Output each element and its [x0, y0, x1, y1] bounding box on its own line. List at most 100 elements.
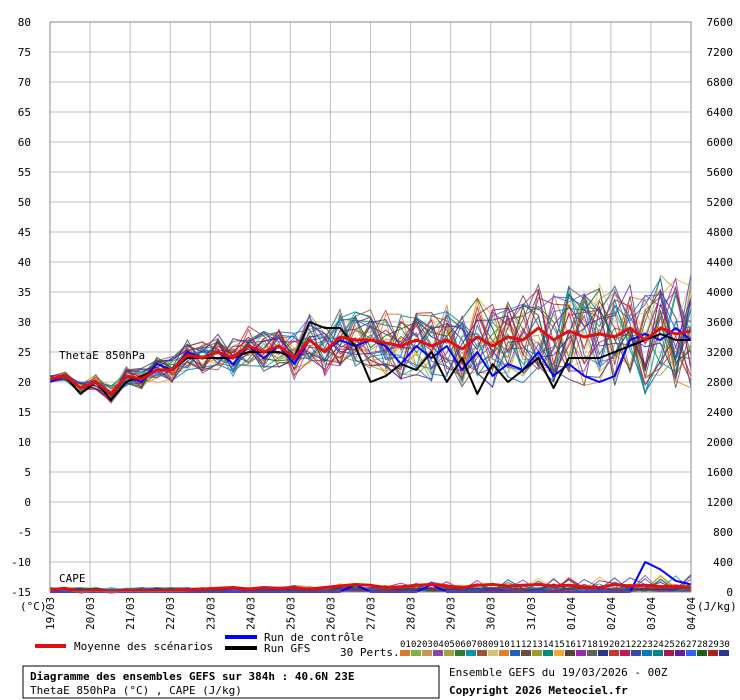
left-tick-label: 30: [18, 316, 31, 329]
pert-legend-number: 13: [532, 640, 543, 650]
x-tick-label: 30/03: [485, 597, 498, 630]
pert-legend-number: 16: [565, 640, 576, 650]
pert-legend-number: 24: [653, 640, 664, 650]
left-tick-label: 65: [18, 106, 31, 119]
x-tick-label: 04/04: [685, 597, 698, 630]
left-tick-label: 20: [18, 376, 31, 389]
pert-legend-number: 22: [631, 640, 642, 650]
left-tick-label: 15: [18, 406, 31, 419]
pert-legend-swatch: [708, 650, 718, 656]
pert-legend-swatch: [719, 650, 729, 656]
thetae-annotation: ThetaE 850hPa: [59, 349, 145, 362]
footer-ensemble: Ensemble GEFS du 19/03/2026 - 00Z: [449, 666, 668, 679]
pert-legend-swatch: [433, 650, 443, 656]
x-tick-label: 26/03: [324, 597, 337, 630]
left-tick-label: -5: [18, 526, 31, 539]
pert-legend-swatch: [444, 650, 454, 656]
right-tick-label: 400: [713, 556, 733, 569]
pert-legend-swatch: [400, 650, 410, 656]
left-tick-label: 50: [18, 196, 31, 209]
x-tick-label: 22/03: [164, 597, 177, 630]
x-tick-label: 23/03: [204, 597, 217, 630]
footer-copyright: Copyright 2026 Meteociel.fr: [449, 684, 628, 697]
left-tick-label: 45: [18, 226, 31, 239]
x-tick-label: 31/03: [525, 597, 538, 630]
pert-legend-number: 18: [587, 640, 598, 650]
pert-legend-swatch: [609, 650, 619, 656]
x-tick-label: 02/04: [605, 597, 618, 630]
pert-legend-number: 05: [444, 640, 455, 650]
pert-legend-number: 20: [609, 640, 620, 650]
left-tick-label: 70: [18, 76, 31, 89]
pert-line-13: [49, 296, 692, 395]
right-tick-label: 6800: [707, 76, 734, 89]
right-tick-label: 3600: [707, 316, 734, 329]
right-tick-label: 4800: [707, 226, 734, 239]
pert-cape-line-30: [49, 575, 692, 593]
pert-legend-number: 06: [455, 640, 466, 650]
x-tick-label: 25/03: [284, 597, 297, 630]
footer-box: [22, 665, 440, 699]
pert-legend-number: 21: [620, 640, 631, 650]
left-tick-label: -10: [11, 556, 31, 569]
pert-legend-number: 17: [576, 640, 587, 650]
right-tick-label: 6400: [707, 106, 734, 119]
left-axis-unit: (°C): [20, 600, 47, 613]
pert-legend-swatch: [653, 650, 663, 656]
x-tick-label: 24/03: [244, 597, 257, 630]
pert-legend-swatch: [598, 650, 608, 656]
pert-legend-swatch: [488, 650, 498, 656]
right-tick-label: 0: [726, 586, 733, 599]
pert-legend-swatch: [499, 650, 509, 656]
left-tick-label: 0: [24, 496, 31, 509]
legend-gfs-label: Run GFS: [264, 642, 310, 655]
left-tick-label: 35: [18, 286, 31, 299]
pert-legend-number: 08: [477, 640, 488, 650]
x-tick-label: 21/03: [124, 597, 137, 630]
right-tick-label: 7600: [707, 16, 734, 29]
pert-legend-number: 19: [598, 640, 609, 650]
pert-legend-number: 01: [400, 640, 411, 650]
x-tick-label: 01/04: [565, 597, 578, 630]
cape-annotation: CAPE: [59, 572, 86, 585]
pert-line-23: [49, 277, 692, 393]
pert-legend-number: 30: [719, 640, 730, 650]
pert-legend-number: 27: [686, 640, 697, 650]
right-tick-label: 7200: [707, 46, 734, 59]
pert-legend-swatch: [565, 650, 575, 656]
right-tick-label: 4000: [707, 286, 734, 299]
pert-line-29: [49, 297, 692, 403]
pert-line-30: [49, 298, 692, 399]
pert-legend-swatch: [477, 650, 487, 656]
right-tick-label: 6000: [707, 136, 734, 149]
pert-legend-number: 03: [422, 640, 433, 650]
pert-line-25: [49, 285, 692, 400]
right-tick-label: 3200: [707, 346, 734, 359]
legend-mean-label: Moyenne des scénarios: [74, 640, 213, 653]
pert-legend-swatch: [422, 650, 432, 656]
pert-legend-number: 10: [499, 640, 510, 650]
x-tick-label: 27/03: [365, 597, 378, 630]
right-tick-label: 1200: [707, 496, 734, 509]
x-tick-label: 28/03: [405, 597, 418, 630]
right-tick-label: 2400: [707, 406, 734, 419]
left-tick-label: 5: [24, 466, 31, 479]
pert-legend-number: 14: [543, 640, 554, 650]
pert-legend-swatch: [466, 650, 476, 656]
pert-legend-number: 04: [433, 640, 444, 650]
pert-legend-swatch: [697, 650, 707, 656]
pert-legend-number: 25: [664, 640, 675, 650]
pert-legend-number: 09: [488, 640, 499, 650]
left-tick-label: 55: [18, 166, 31, 179]
pert-legend-swatch: [411, 650, 421, 656]
pert-legend-swatch: [543, 650, 553, 656]
left-tick-label: 60: [18, 136, 31, 149]
x-tick-label: 03/04: [645, 597, 658, 630]
pert-legend-number: 12: [521, 640, 532, 650]
right-axis-unit: (J/kg): [697, 600, 737, 613]
pert-legend-swatch: [455, 650, 465, 656]
pert-legend-number: 07: [466, 640, 477, 650]
right-tick-label: 2000: [707, 436, 734, 449]
pert-legend-number: 11: [510, 640, 521, 650]
